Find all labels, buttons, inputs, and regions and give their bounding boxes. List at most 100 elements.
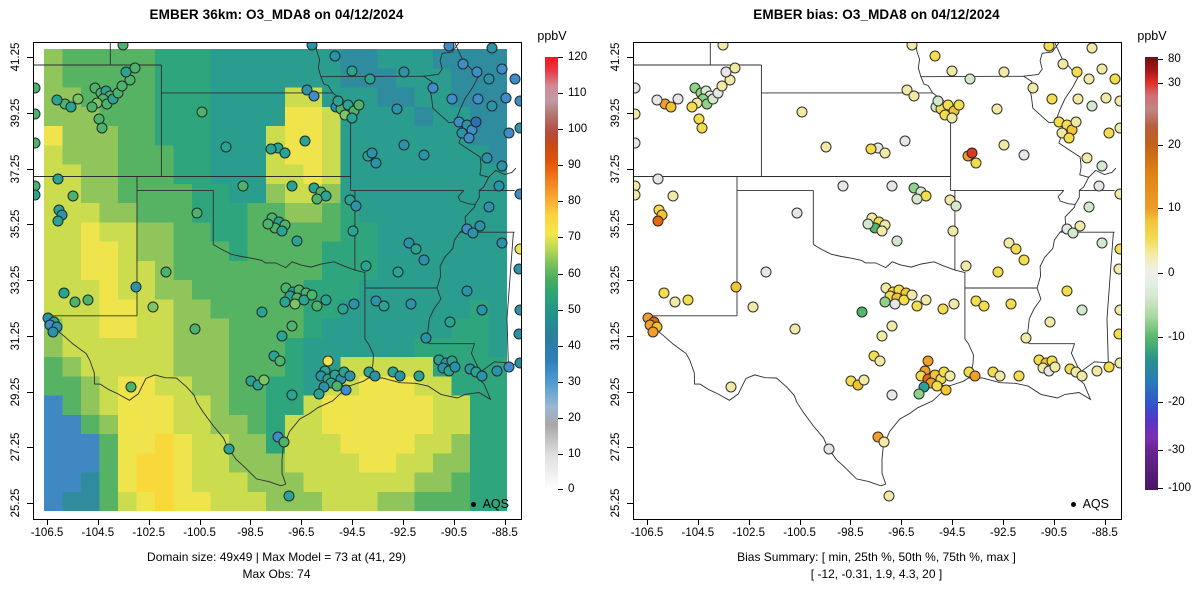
x-axis-tick-label: -104.5 bbox=[681, 527, 715, 539]
aqs-legend: AQS bbox=[1070, 497, 1109, 511]
station-point bbox=[398, 66, 410, 78]
station-point bbox=[130, 281, 142, 293]
station-point bbox=[220, 141, 232, 153]
station-point bbox=[427, 82, 439, 94]
station-point bbox=[348, 298, 360, 310]
colorbar-tick-label: 20 bbox=[1168, 138, 1181, 151]
station-point bbox=[874, 355, 886, 367]
station-point bbox=[862, 218, 874, 230]
station-point bbox=[342, 99, 354, 111]
station-point bbox=[483, 201, 495, 213]
colorbar-tick bbox=[1158, 488, 1163, 490]
station-point bbox=[514, 188, 521, 200]
colorbar-tick-label: 50 bbox=[568, 303, 581, 316]
station-point bbox=[991, 103, 1003, 115]
station-point bbox=[878, 436, 890, 448]
station-point bbox=[883, 490, 895, 502]
model-plot-title: EMBER 36km: O3_MDA8 on 04/12/2024 bbox=[149, 7, 404, 22]
x-axis-tick bbox=[1003, 519, 1004, 525]
x-axis-tick bbox=[647, 519, 648, 525]
station-point bbox=[1096, 237, 1107, 249]
colorbar-tick bbox=[558, 309, 563, 311]
x-axis-tick bbox=[901, 519, 903, 525]
station-point bbox=[1114, 304, 1121, 316]
y-axis-tick-label: 39.25 bbox=[10, 98, 22, 128]
station-point bbox=[125, 381, 137, 393]
station-point bbox=[329, 50, 341, 62]
colorbar-tick-label: -100 bbox=[1168, 482, 1192, 495]
station-point bbox=[369, 370, 381, 382]
station-point bbox=[998, 139, 1010, 151]
station-point bbox=[474, 220, 486, 232]
station-point bbox=[514, 304, 521, 316]
y-axis-tick bbox=[627, 168, 633, 170]
bias-colorbar bbox=[1145, 57, 1158, 490]
station-point bbox=[262, 218, 274, 230]
station-point bbox=[652, 215, 664, 227]
station-point bbox=[514, 95, 521, 107]
station-point bbox=[994, 370, 1006, 382]
aqs-legend: AQS bbox=[470, 497, 509, 511]
x-axis-tick bbox=[1104, 519, 1106, 525]
y-axis-tick bbox=[27, 391, 33, 393]
y-axis-tick-label: 35.25 bbox=[10, 209, 22, 239]
station-point bbox=[665, 101, 676, 113]
station-point bbox=[1005, 298, 1017, 310]
station-point bbox=[283, 490, 295, 502]
station-point bbox=[189, 323, 201, 335]
colorbar-tick bbox=[558, 165, 563, 167]
x-axis-tick-label: -90.5 bbox=[1040, 527, 1067, 539]
x-axis-tick-label: -88.5 bbox=[1091, 527, 1118, 539]
y-axis-tick-label: 35.25 bbox=[610, 209, 622, 239]
aqs-legend-label: AQS bbox=[1082, 497, 1109, 511]
x-axis-tick-label: -106.5 bbox=[30, 527, 64, 539]
station-point bbox=[286, 389, 298, 401]
station-point bbox=[1061, 285, 1073, 296]
colorbar-tick-label: 90 bbox=[568, 159, 581, 172]
station-point bbox=[278, 436, 290, 448]
station-point bbox=[964, 73, 976, 85]
station-point bbox=[1071, 66, 1083, 78]
model-colorbar-unit: ppbV bbox=[537, 29, 567, 43]
station-point bbox=[116, 80, 128, 92]
colorbar-tick bbox=[1158, 83, 1163, 84]
station-point bbox=[52, 173, 64, 185]
station-point bbox=[1093, 180, 1105, 192]
station-point bbox=[669, 296, 681, 308]
station-point bbox=[51, 94, 63, 106]
station-point bbox=[457, 58, 469, 70]
bias-map-panel: EMBER bias: O3_MDA8 on 04/12/2024 AQS -1… bbox=[600, 0, 1200, 600]
station-point bbox=[948, 298, 960, 310]
model-plot-area: AQS bbox=[33, 42, 522, 520]
colorbar-tick bbox=[558, 57, 563, 58]
station-point bbox=[634, 82, 641, 94]
station-point bbox=[471, 66, 483, 78]
station-point bbox=[791, 207, 803, 219]
station-point bbox=[820, 141, 832, 153]
station-point bbox=[937, 303, 949, 315]
y-axis-tick-label: 39.25 bbox=[610, 98, 622, 128]
station-point bbox=[486, 100, 498, 112]
colorbar-tick bbox=[1158, 402, 1163, 404]
x-axis-tick bbox=[850, 519, 852, 525]
obs-points-layer bbox=[34, 43, 521, 519]
x-axis-tick bbox=[952, 519, 954, 525]
station-point bbox=[686, 101, 697, 113]
bias-colorbar-unit: ppbV bbox=[1137, 29, 1167, 43]
x-axis-tick-label: -98.5 bbox=[837, 527, 864, 539]
colorbar-tick bbox=[558, 237, 563, 239]
station-point bbox=[906, 289, 918, 301]
station-point bbox=[483, 73, 495, 85]
station-point bbox=[944, 194, 956, 206]
y-axis-tick bbox=[627, 335, 633, 337]
station-point bbox=[47, 326, 58, 337]
y-axis-tick-label: 31.25 bbox=[610, 321, 622, 351]
station-point bbox=[856, 306, 868, 318]
station-point bbox=[886, 389, 898, 401]
station-point bbox=[899, 135, 911, 147]
y-axis-tick bbox=[627, 57, 633, 58]
station-point bbox=[378, 300, 390, 312]
y-axis-tick-label: 37.25 bbox=[610, 154, 622, 183]
station-point bbox=[1046, 93, 1058, 105]
station-point bbox=[308, 90, 320, 102]
